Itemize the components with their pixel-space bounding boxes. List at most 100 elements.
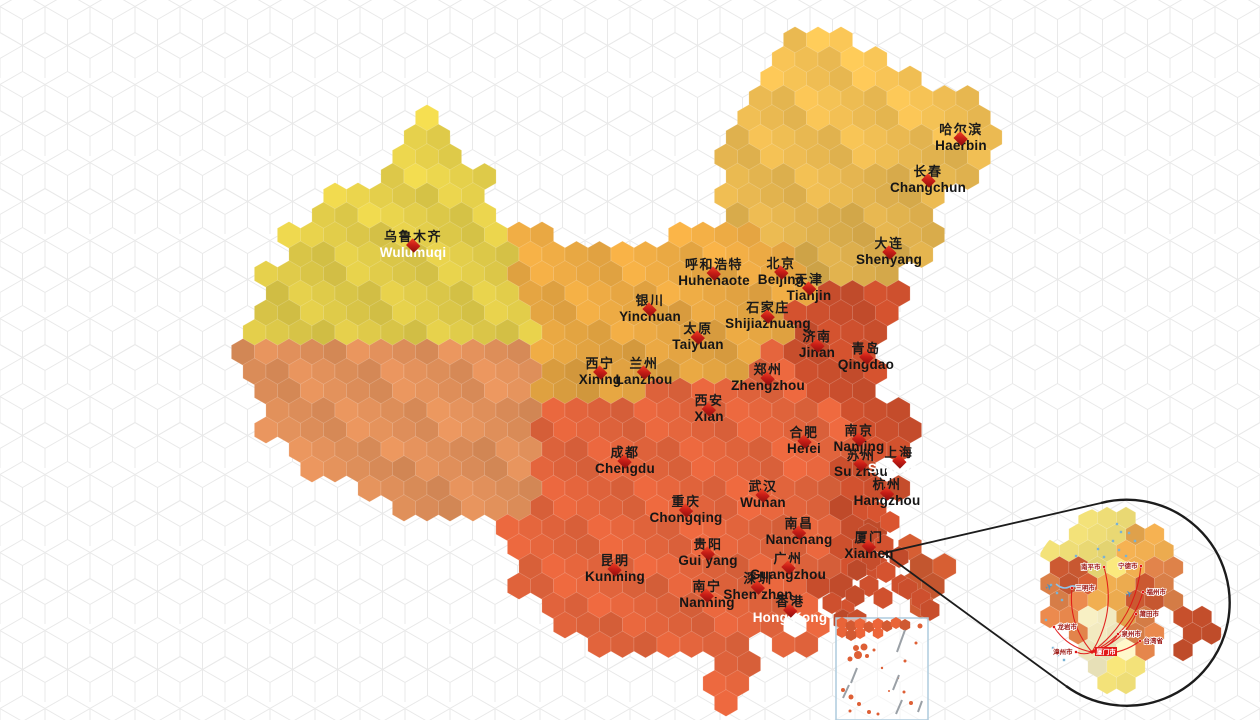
city-xiamen[interactable]: 厦门Xiamen	[844, 531, 893, 561]
scs-coast-hex	[836, 626, 848, 638]
inset-blue-dot	[1111, 539, 1115, 543]
city-name-zh: 香港	[775, 594, 805, 610]
inset-city-label: 福州市	[1146, 587, 1167, 596]
flight-route-curve	[1070, 587, 1093, 653]
city-name-zh: 天津	[794, 272, 824, 288]
scs-coast-hex	[836, 617, 848, 629]
city-tianjin[interactable]: 天津Tianjin	[787, 273, 832, 303]
city-hong-kong[interactable]: 香港 Hong Kong	[753, 595, 828, 625]
city-kunming[interactable]: 昆明Kunming	[585, 554, 645, 584]
scs-coast-hex	[854, 627, 866, 639]
city-changchun[interactable]: 长春Changchun	[890, 165, 966, 195]
city-shenyang[interactable]: 大连Shenyang	[856, 237, 922, 267]
scs-boundary-dash	[896, 629, 906, 653]
city-lanzhou[interactable]: 兰州Lanzhou	[616, 357, 673, 387]
inset-city-dot[interactable]	[1134, 612, 1138, 616]
map-hex	[909, 240, 934, 269]
inset-city-dot[interactable]	[1052, 625, 1056, 629]
scs-coast-hex	[881, 620, 893, 632]
map-hex	[822, 591, 842, 615]
inset-city-dot[interactable]	[1138, 639, 1142, 643]
city-shen-zhen[interactable]: 深圳 Shen zhen	[723, 572, 792, 602]
scs-boundary-dash	[892, 674, 900, 691]
city-shijiazhuang[interactable]: 石家庄Shijiazhuang	[725, 301, 811, 331]
city-taiyuan[interactable]: 太原Taiyuan	[672, 322, 723, 352]
scs-coast-hex	[863, 621, 875, 633]
city-su-zhou[interactable]: 苏州 Su zhou	[834, 449, 888, 479]
city-nanjing[interactable]: 南京Nanjing	[834, 424, 885, 454]
city-jinan[interactable]: 济南Jinan	[799, 330, 835, 360]
inset-city-dot[interactable]	[1139, 564, 1143, 568]
city-chongqing[interactable]: 重庆Chongqing	[649, 495, 722, 525]
flight-route-curve	[1091, 633, 1119, 653]
inset-city-dot[interactable]	[1116, 632, 1120, 636]
airplane-icon: ✈	[1044, 581, 1055, 593]
inset-city-label: 龙岩市	[1057, 622, 1078, 631]
city-xining[interactable]: 西宁Xining	[579, 357, 621, 387]
city-name-zh: 西安	[694, 393, 724, 409]
inset-origin-dot[interactable]	[1090, 650, 1094, 654]
city-name-zh: 哈尔滨	[939, 122, 983, 138]
scs-island-dot	[903, 659, 907, 663]
city-name-zh: 上海	[884, 445, 914, 461]
city-name-zh: 长春	[913, 164, 943, 180]
scs-island-dot	[848, 709, 852, 713]
city-gui-yang[interactable]: 贵阳 Gui yang	[678, 538, 737, 568]
city-qingdao[interactable]: 青岛Qingdao	[838, 342, 894, 372]
scs-coast-hex	[872, 627, 884, 639]
scs-island-dot	[847, 656, 853, 662]
scs-island-dot	[867, 710, 871, 714]
inset-blue-dot	[1102, 555, 1106, 559]
city-xian[interactable]: 西安Xian	[694, 394, 723, 424]
scs-coast-hex	[845, 620, 857, 632]
scs-boundary-dash	[917, 700, 923, 713]
city-wulumuqi[interactable]: 乌鲁木齐Wulumuqi	[380, 230, 447, 260]
inset-city-label: 莆田市	[1140, 609, 1160, 618]
scs-island-dot	[876, 712, 880, 716]
inset-blue-dot	[1096, 547, 1100, 551]
inset-blue-dot	[1124, 554, 1128, 558]
city-name-zh: 广州	[773, 551, 803, 567]
inset-city-dot[interactable]	[1141, 590, 1145, 594]
inset-blue-dot	[1055, 591, 1059, 595]
city-huhehaote[interactable]: 呼和浩特Huhehaote	[678, 258, 750, 288]
city-hangzhou[interactable]: 杭州Hangzhou	[854, 478, 921, 508]
city-nanchang[interactable]: 南昌Nanchang	[766, 517, 833, 547]
city-beijing[interactable]: 北京Beijing	[758, 257, 804, 287]
city-zhengzhou[interactable]: 郑州Zhengzhou	[731, 363, 805, 393]
callout-line-lower	[883, 552, 1067, 687]
city-shanghai[interactable]: 上海Shanghai	[868, 446, 930, 476]
inset-city-dot[interactable]	[1074, 650, 1078, 654]
flight-route-curve	[1053, 626, 1093, 653]
inset-city-dot[interactable]	[1070, 586, 1074, 590]
map-hex	[714, 689, 738, 717]
inset-blue-dot	[1127, 531, 1131, 535]
city-hefei[interactable]: 合肥Hefei	[787, 426, 821, 456]
inset-blue-dot	[1044, 618, 1048, 622]
flight-route-curve	[1091, 566, 1109, 653]
city-name-zh: 杭州	[872, 477, 902, 493]
city-name-zh: 深圳	[743, 571, 773, 587]
city-haerbin[interactable]: 哈尔滨Haerbin	[935, 123, 987, 153]
scs-coast-hex	[845, 629, 857, 641]
inset-city-label: 漳州市	[1053, 647, 1073, 656]
city-nanning[interactable]: 南宁Nanning	[679, 580, 734, 610]
inset-hex	[1173, 638, 1193, 662]
city-name-zh: 银川	[635, 293, 665, 309]
city-name-zh: 北京	[766, 256, 796, 272]
city-name-zh: 成都	[610, 445, 640, 461]
map-hex	[873, 586, 893, 610]
city-yinchuan[interactable]: 银川Yinchuan	[619, 294, 681, 324]
inset-city-dot[interactable]	[1102, 565, 1106, 569]
city-guangzhou[interactable]: 广州Guangzhou	[750, 552, 826, 582]
city-name-zh: 乌鲁木齐	[383, 229, 442, 245]
south-china-sea-inset	[835, 617, 929, 720]
inset-city-label: 台湾省	[1144, 636, 1164, 645]
scs-boundary-dash	[895, 699, 903, 715]
city-name-zh: 兰州	[629, 356, 659, 372]
city-wuhan[interactable]: 武汉Wuhan	[740, 480, 786, 510]
city-chengdu[interactable]: 成都Chengdu	[595, 446, 655, 476]
map-hex	[955, 162, 980, 191]
scs-island-dot	[848, 694, 854, 700]
